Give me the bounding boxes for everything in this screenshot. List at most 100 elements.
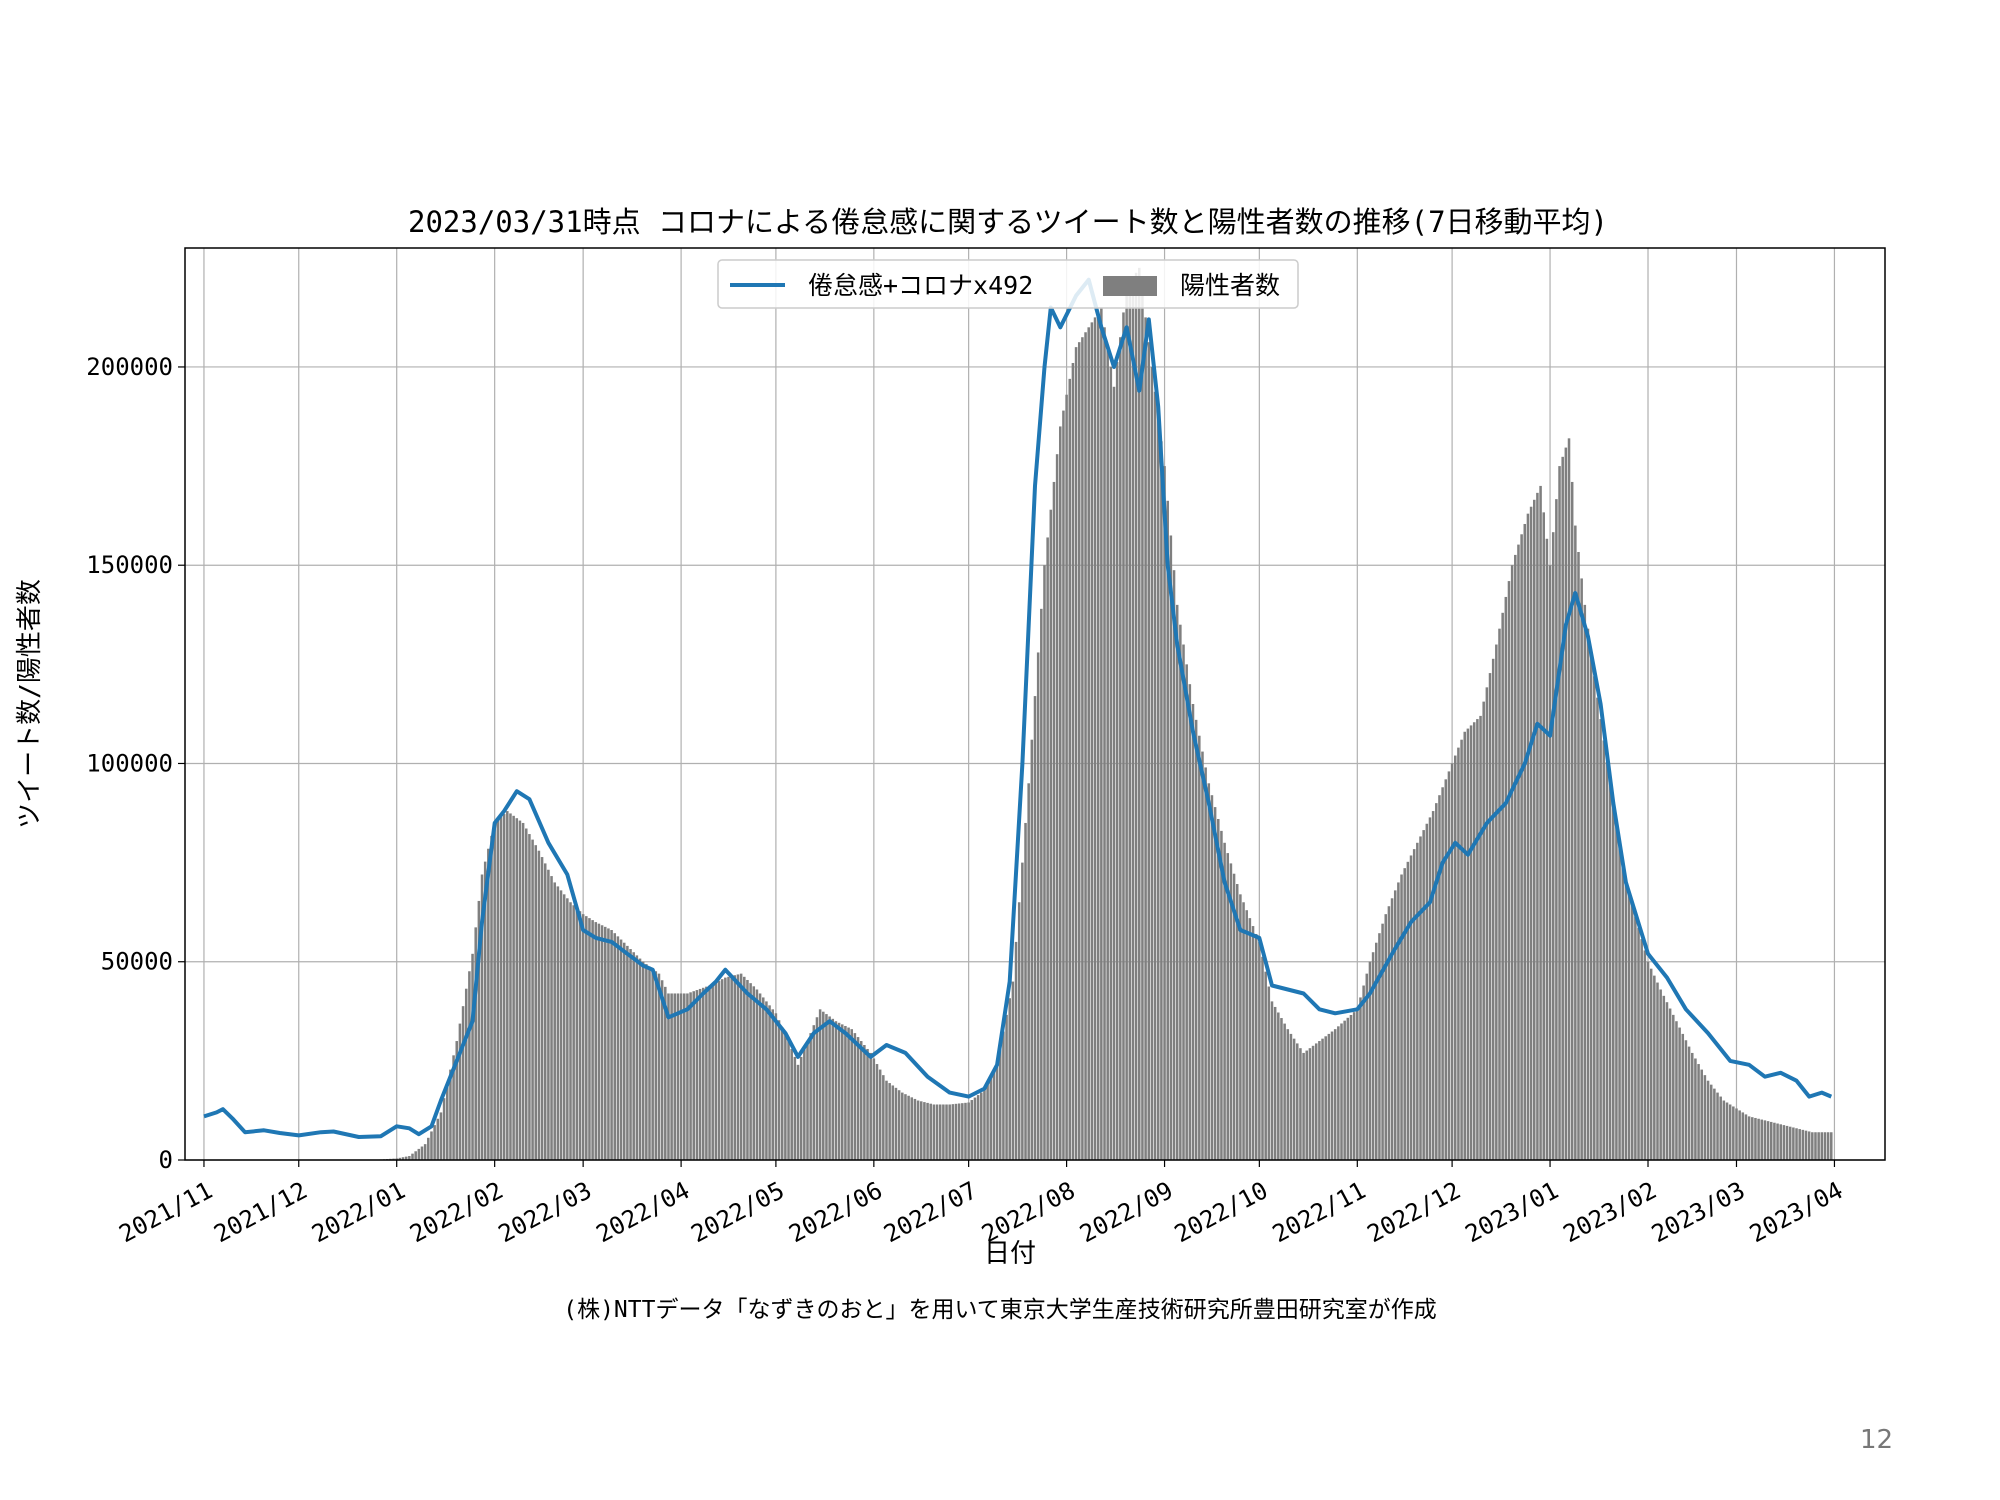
bar: [1352, 1012, 1356, 1160]
bar: [1580, 578, 1583, 1160]
bar: [553, 882, 556, 1160]
bar: [1248, 918, 1252, 1160]
bar: [1438, 795, 1441, 1160]
bar: [1071, 362, 1075, 1160]
bar: [1593, 676, 1596, 1160]
bar: [1321, 1038, 1324, 1160]
bar: [847, 1027, 850, 1160]
bar: [1621, 862, 1624, 1160]
y-axis: 0 50000 100000 150000 200000: [86, 353, 185, 1174]
bar: [891, 1085, 895, 1160]
bar: [1043, 565, 1046, 1160]
bar: [1362, 985, 1365, 1160]
bar: [1359, 997, 1362, 1160]
bar: [1611, 803, 1615, 1160]
bar: [1106, 347, 1109, 1160]
bar: [1144, 317, 1147, 1160]
bar: [632, 952, 635, 1160]
bar: [1299, 1048, 1302, 1160]
bar: [506, 811, 509, 1160]
bar: [1716, 1092, 1719, 1160]
bar: [575, 908, 579, 1160]
bar: [1719, 1096, 1722, 1160]
bar: [1662, 995, 1666, 1160]
plot-frame: [184, 247, 1886, 1161]
bar: [1738, 1110, 1741, 1160]
bar: [1532, 499, 1536, 1161]
bar: [989, 1075, 993, 1160]
bar: [1504, 596, 1508, 1160]
bar: [1491, 658, 1495, 1160]
bar: [455, 1041, 459, 1160]
bar: [635, 955, 639, 1160]
bar: [724, 977, 727, 1160]
bar: [442, 1098, 446, 1160]
bar: [1529, 506, 1533, 1160]
bar: [1668, 1008, 1672, 1160]
bar: [1400, 874, 1403, 1160]
bar: [1596, 697, 1599, 1160]
bar: [957, 1103, 961, 1160]
bar: [1444, 779, 1448, 1160]
bar: [923, 1102, 926, 1160]
bar: [1109, 366, 1113, 1160]
bar: [1153, 391, 1157, 1160]
bar: [461, 1006, 465, 1160]
bar: [638, 958, 642, 1160]
bar: [1703, 1075, 1707, 1160]
bar: [983, 1087, 986, 1160]
bar: [1766, 1121, 1770, 1160]
bar: [427, 1137, 430, 1160]
bar: [537, 850, 541, 1160]
bar: [980, 1092, 983, 1160]
bar: [1602, 740, 1606, 1160]
bar: [439, 1112, 443, 1160]
bar: [395, 1158, 398, 1160]
bar: [1659, 989, 1662, 1160]
bar: [616, 936, 620, 1160]
bar: [1270, 1001, 1274, 1160]
bar: [1147, 342, 1151, 1160]
bar: [1346, 1017, 1350, 1160]
bar: [929, 1103, 932, 1160]
bar: [1709, 1084, 1713, 1160]
bar: [1640, 939, 1643, 1160]
bar: [1453, 755, 1457, 1160]
bar: [1261, 956, 1264, 1160]
bar: [1488, 673, 1492, 1160]
bar: [430, 1131, 433, 1160]
bar: [1017, 902, 1021, 1160]
bar: [496, 819, 500, 1160]
bar: [976, 1095, 980, 1160]
x-tick-label: 2022/08: [977, 1176, 1079, 1248]
bar: [1156, 416, 1160, 1160]
bar: [1583, 604, 1587, 1160]
bar: [1643, 950, 1647, 1160]
bar: [1084, 332, 1087, 1160]
bar: [689, 992, 692, 1160]
bar: [919, 1101, 923, 1160]
bar: [550, 876, 553, 1160]
bar: [679, 993, 683, 1160]
bar: [629, 949, 632, 1160]
bar: [1732, 1106, 1735, 1160]
bar: [1371, 952, 1375, 1160]
bar: [1599, 719, 1602, 1160]
bar: [1830, 1132, 1833, 1160]
bar: [414, 1151, 417, 1160]
bar: [645, 964, 648, 1160]
bar: [913, 1098, 917, 1160]
bar: [1798, 1129, 1801, 1160]
bar: [509, 813, 512, 1160]
bar: [569, 902, 572, 1160]
bar: [1286, 1029, 1290, 1160]
bar: [1485, 687, 1489, 1160]
bar: [967, 1102, 970, 1160]
bar: [1318, 1041, 1321, 1160]
bar: [1469, 725, 1473, 1160]
bar: [995, 1064, 999, 1160]
bar: [1412, 849, 1416, 1160]
bar: [840, 1024, 844, 1160]
bar: [1036, 652, 1040, 1160]
bar: [1577, 552, 1580, 1160]
